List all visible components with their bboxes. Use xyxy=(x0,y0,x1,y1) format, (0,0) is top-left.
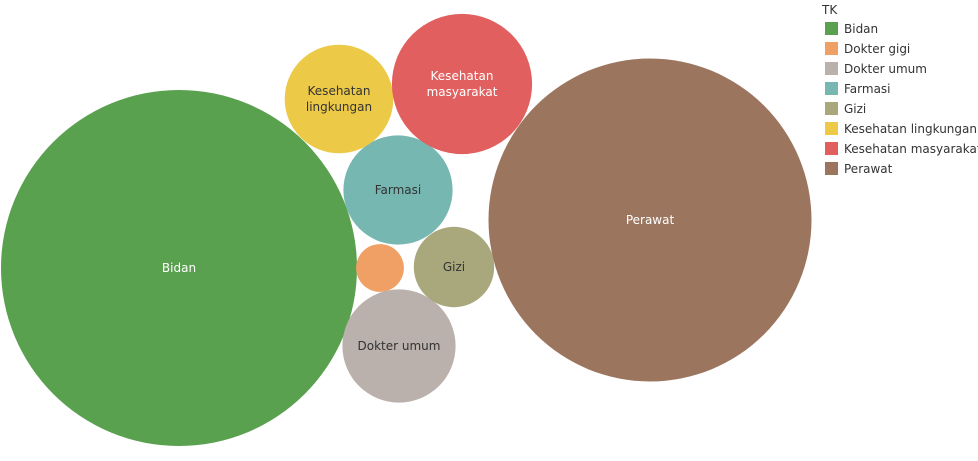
legend-label-dokter-gigi[interactable]: Dokter gigi xyxy=(844,42,910,56)
bubble-farmasi[interactable] xyxy=(343,135,453,245)
legend: TK Bidan Dokter gigi Dokter umum Farmasi Giz… xyxy=(821,3,978,176)
bubble-label-gizi: Gizi xyxy=(443,260,465,274)
legend-label-gizi[interactable]: Gizi xyxy=(844,102,866,116)
bubble-kesehatan-masyarakat[interactable] xyxy=(391,13,533,155)
legend-label-dokter-umum[interactable]: Dokter umum xyxy=(844,62,927,76)
bubble-label-farmasi: Farmasi xyxy=(375,183,422,197)
legend-label-farmasi[interactable]: Farmasi xyxy=(844,82,891,96)
bubble-dokter-gigi[interactable] xyxy=(356,244,404,292)
legend-items: Bidan Dokter gigi Dokter umum Farmasi Gizi Ke… xyxy=(825,22,978,176)
legend-swatch-kesehatan-masyarakat[interactable] xyxy=(825,142,838,155)
bubble-bidan[interactable] xyxy=(1,90,357,446)
bubbles-group: Bidan Dokter umum Farmasi Gizi Kesehatan ling… xyxy=(1,13,812,446)
legend-label-perawat[interactable]: Perawat xyxy=(844,162,893,176)
bubble-dokter-umum[interactable] xyxy=(342,289,456,403)
bubble-gizi[interactable] xyxy=(413,226,495,308)
bubble-label-bidan: Bidan xyxy=(162,261,196,275)
bubble-label-kesehatan-lingkungan-1: Kesehatan xyxy=(308,84,371,98)
legend-title: TK xyxy=(821,3,838,17)
bubble-kesehatan-lingkungan[interactable] xyxy=(284,44,394,154)
bubble-label-perawat: Perawat xyxy=(626,213,675,227)
legend-swatch-gizi[interactable] xyxy=(825,102,838,115)
legend-swatch-farmasi[interactable] xyxy=(825,82,838,95)
legend-swatch-perawat[interactable] xyxy=(825,162,838,175)
bubble-label-kesehatan-masyarakat-1: Kesehatan xyxy=(431,69,494,83)
legend-label-bidan[interactable]: Bidan xyxy=(844,22,878,36)
legend-swatch-kesehatan-lingkungan[interactable] xyxy=(825,122,838,135)
bubble-perawat[interactable] xyxy=(488,58,812,382)
bubble-label-dokter-umum: Dokter umum xyxy=(358,339,441,353)
legend-label-kesehatan-masyarakat[interactable]: Kesehatan masyarakat xyxy=(844,142,978,156)
legend-swatch-bidan[interactable] xyxy=(825,22,838,35)
legend-swatch-dokter-umum[interactable] xyxy=(825,62,838,75)
legend-label-kesehatan-lingkungan[interactable]: Kesehatan lingkungan xyxy=(844,122,977,136)
legend-swatch-dokter-gigi[interactable] xyxy=(825,42,838,55)
bubble-label-kesehatan-lingkungan-2: lingkungan xyxy=(306,100,372,114)
bubble-label-kesehatan-masyarakat-2: masyarakat xyxy=(427,85,498,99)
